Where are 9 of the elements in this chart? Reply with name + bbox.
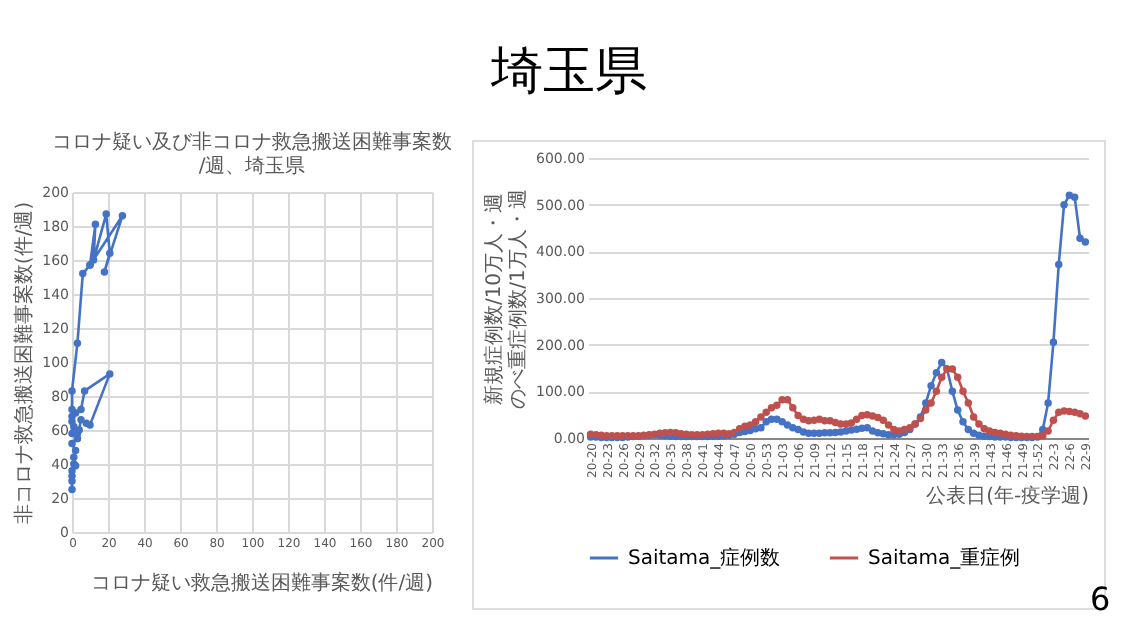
text: 6 (1090, 580, 1111, 618)
x-axis-title: コロナ疑い救急搬送困難事案数(件/週) (90, 571, 434, 595)
text: 埼玉県 (491, 42, 647, 102)
legend-label: Saitama_症例数 (628, 546, 781, 570)
y-axis-title: 非コロナ救急搬送困難事案数(件/週) (12, 201, 37, 525)
y-axis-title: 新規症例数/10万人・週のべ重症例数/1万人・週 (482, 189, 531, 409)
chart-title: コロナ疑い及び非コロナ救急搬送困難事案数/週、埼玉県 (52, 130, 452, 178)
x-axis-title: 公表日(年-疫学週) (926, 483, 1090, 508)
legend-label: Saitama_重症例 (868, 546, 1021, 570)
